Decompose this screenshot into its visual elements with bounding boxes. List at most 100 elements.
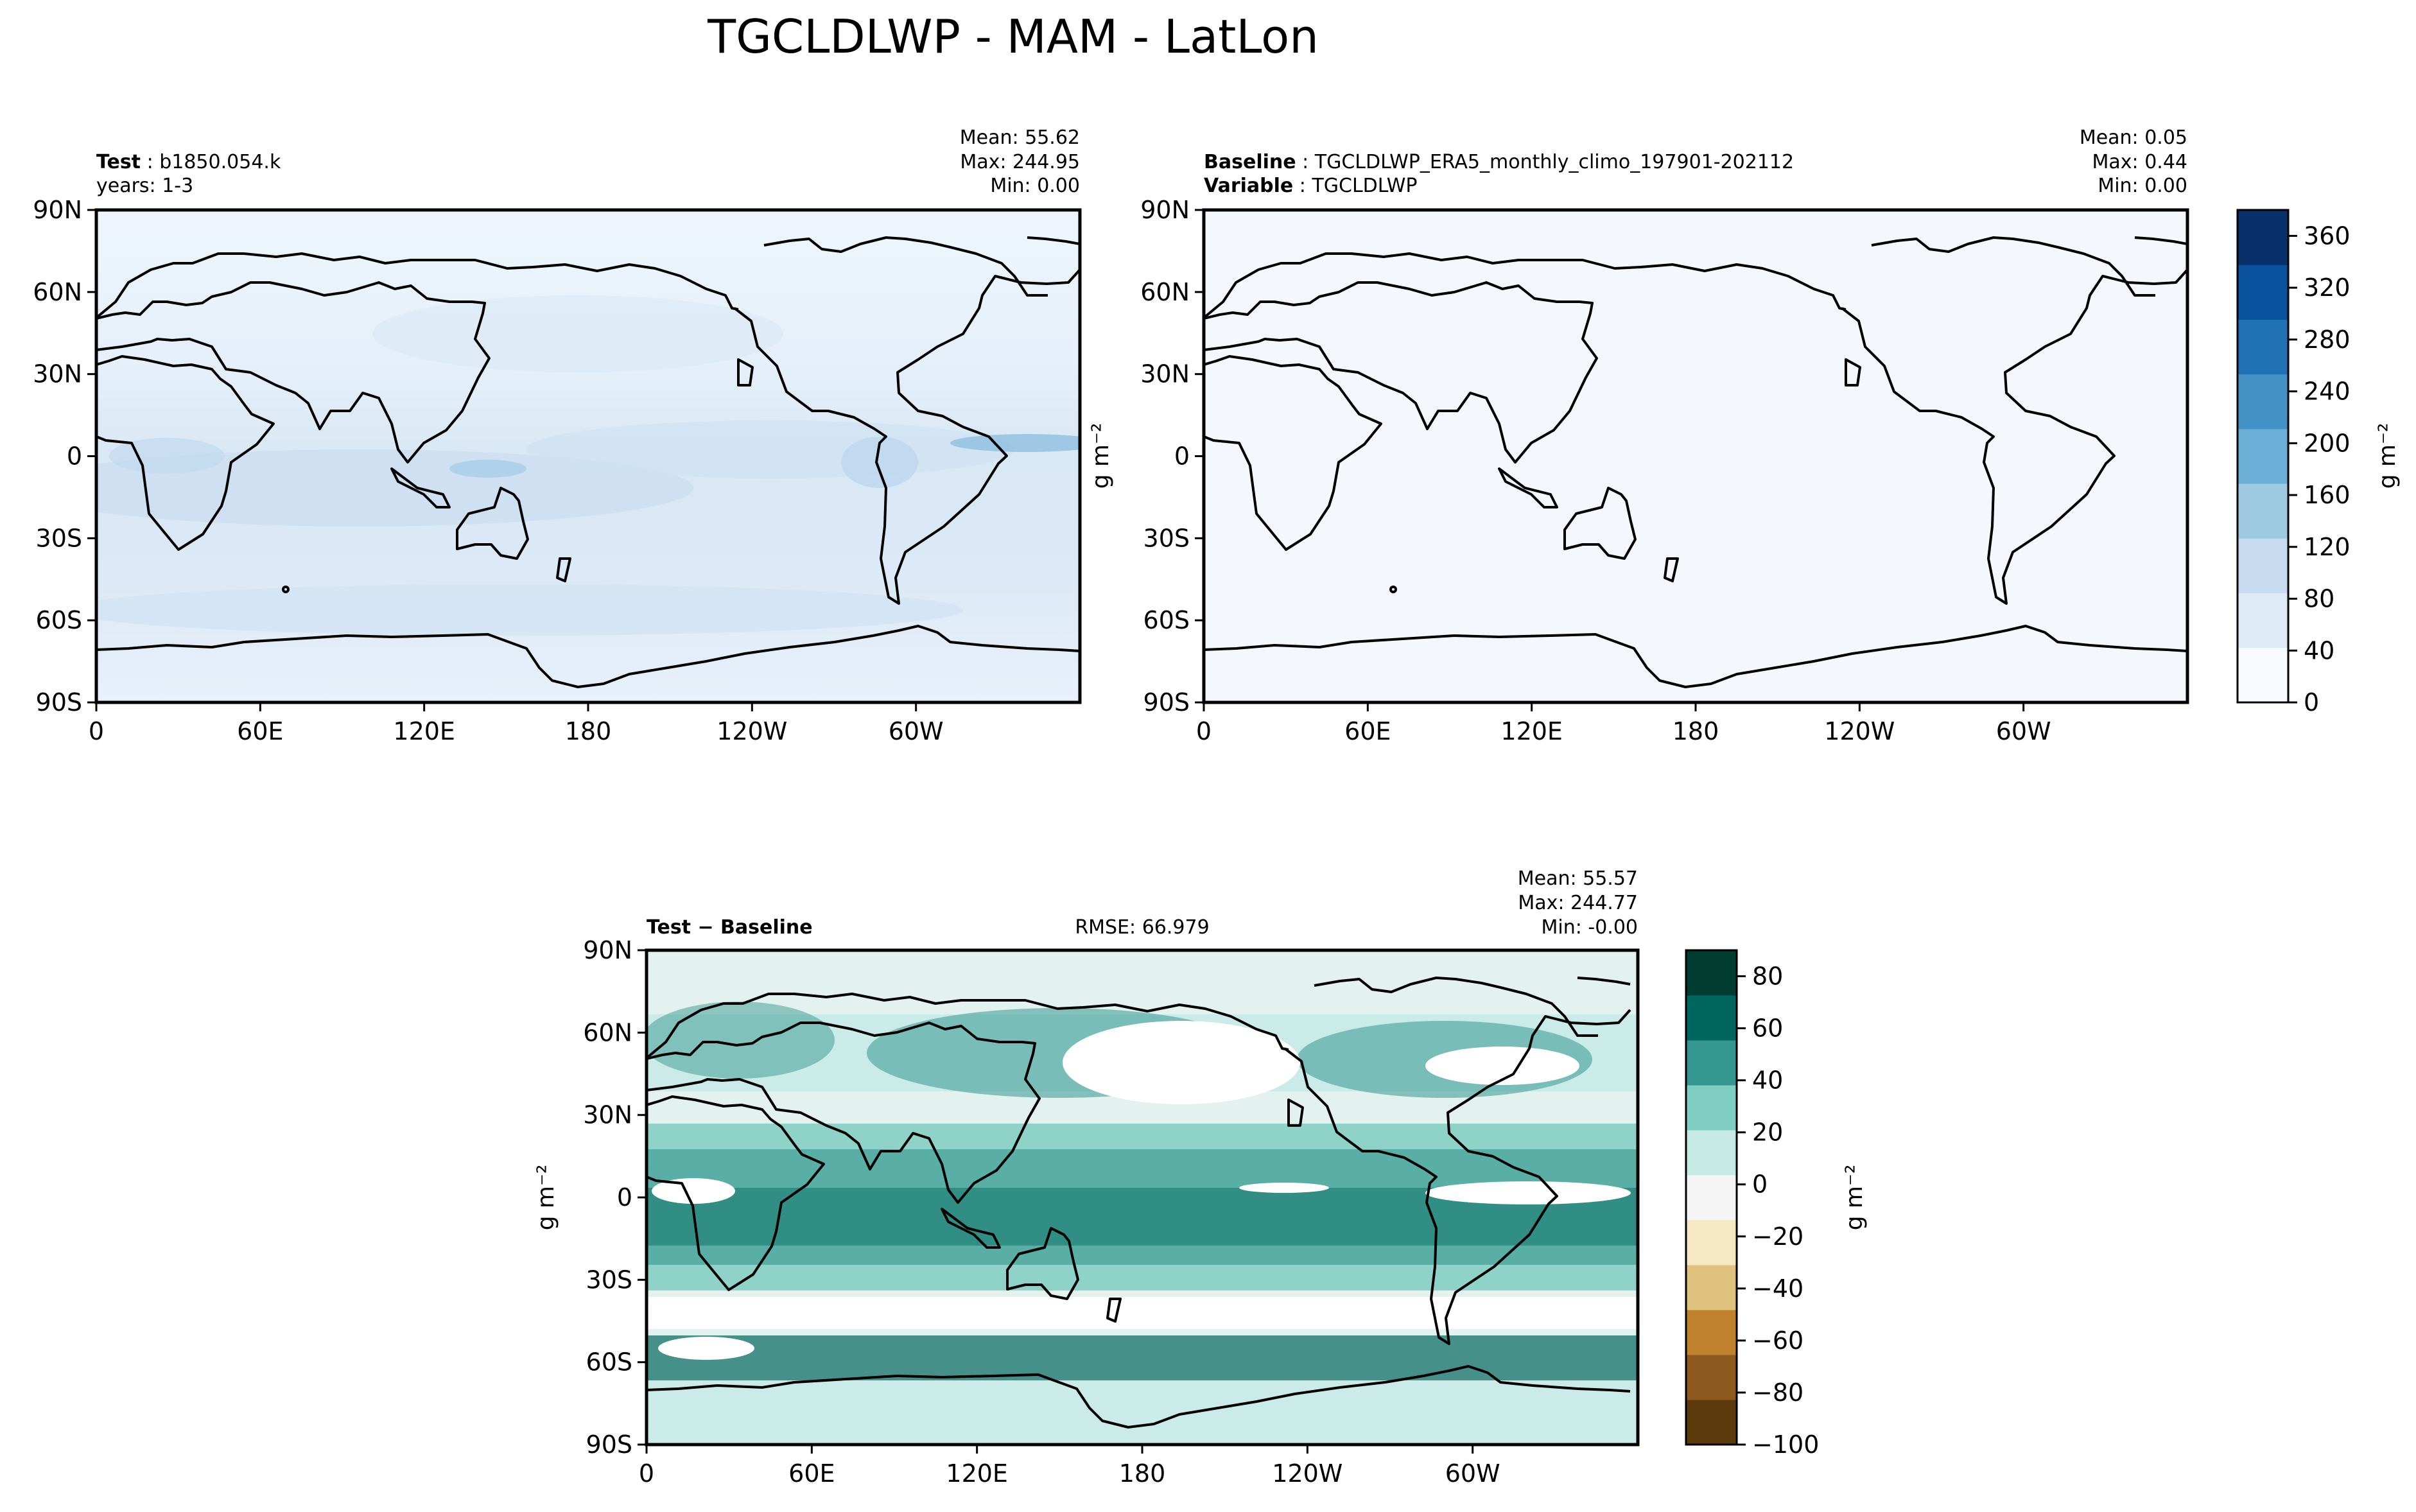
diff-colorbar-tick-label: 20: [1752, 1118, 1783, 1147]
baseline-label: Baseline: [1204, 151, 1296, 173]
diff-colorbar-segment: [1686, 1085, 1737, 1131]
baseline-ytick-label: 90S: [1143, 688, 1190, 717]
test-case-name: b1850.054.k: [159, 151, 281, 173]
baseline-panel: Baseline : TGCLDLWP_ERA5_monthly_climo_1…: [1088, 126, 2189, 745]
test-ytick-label: 90S: [36, 688, 82, 717]
test-xtick-label: 60E: [237, 717, 283, 745]
diff-colorbar-segment: [1686, 1175, 1737, 1221]
test-mean: Mean: 55.62: [960, 126, 1080, 149]
top-colorbar-segment: [2238, 538, 2288, 594]
test-ytick-label: 90N: [33, 196, 82, 224]
diff-xtick-label: 180: [1119, 1459, 1166, 1488]
diff-ytick-label: 0: [617, 1183, 632, 1212]
diff-ytick-label: 60S: [586, 1348, 632, 1377]
test-header: Test : b1850.054.k years: 1-3 Mean: 55.6…: [96, 126, 1080, 197]
baseline-xtick-label: 120E: [1500, 717, 1563, 745]
top-colorbar-tick-label: 200: [2304, 429, 2351, 457]
test-panel: Test : b1850.054.k years: 1-3 Mean: 55.6…: [33, 126, 1082, 745]
top-colorbar-segment: [2238, 374, 2288, 430]
diff-axes: 0 60E 120E 180 120W 60W 90N 60N 30N 0 30S 60S 90S: [583, 936, 1640, 1488]
diff-rmse: RMSE: 66.979: [1075, 916, 1209, 939]
baseline-min: Min: 0.00: [2098, 175, 2187, 197]
baseline-xtick-label: 60E: [1344, 717, 1391, 745]
diff-ytick-label: 30S: [586, 1265, 632, 1294]
test-ytick-label: 30N: [33, 360, 82, 388]
top-colorbar-segment: [2238, 483, 2288, 539]
baseline-ytick-label: 0: [1174, 442, 1190, 471]
top-colorbar-tick-label: 40: [2304, 636, 2334, 665]
test-ytick-label: 30S: [36, 524, 82, 552]
top-colorbar-unit: g m⁻²: [2374, 423, 2401, 489]
diff-colorbar-tick-label: 60: [1752, 1014, 1783, 1043]
diff-xtick-label: 60E: [788, 1459, 835, 1488]
diff-ytick-label: 30N: [583, 1101, 632, 1129]
diff-colorbar-tick-label: −100: [1752, 1430, 1819, 1459]
test-axes: 0 60E 120E 180 120W 60W 90N 60N 30N 0 30S 60S 90S: [33, 196, 1082, 745]
diff-label: Test − Baseline: [647, 916, 813, 939]
diff-colorbar: −100 −80 −60 −40 −20 0 20 40 60 80 g m⁻²: [1685, 949, 1868, 1459]
top-colorbar-tick-label: 120: [2304, 533, 2351, 561]
diff-panel: Test − Baseline RMSE: 66.979 Mean: 55.57…: [533, 867, 1640, 1488]
top-colorbar-tick-label: 80: [2304, 585, 2334, 613]
diff-coastlines: [647, 977, 1631, 1429]
diff-colorbar-segment: [1686, 1400, 1737, 1445]
test-ytick-label: 60S: [36, 606, 82, 634]
diff-xtick-label: 60W: [1445, 1459, 1500, 1488]
test-years: years: 1-3: [96, 175, 193, 197]
baseline-variable-line: Variable : TGCLDLWP: [1204, 175, 1418, 197]
figure-title: TGCLDLWP - MAM - LatLon: [707, 10, 1319, 64]
test-xtick-label: 0: [89, 717, 104, 745]
test-max: Max: 244.95: [960, 151, 1080, 173]
test-xtick-label: 180: [565, 717, 612, 745]
diff-colorbar-tick-label: −80: [1752, 1378, 1803, 1407]
baseline-map-field: [1204, 210, 2187, 702]
baseline-xtick-label: 0: [1196, 717, 1212, 745]
diff-colorbar-segment: [1686, 1265, 1737, 1310]
diff-colorbar-tick-label: −60: [1752, 1326, 1803, 1355]
test-label: Test: [96, 151, 141, 173]
diff-colorbar-unit: g m⁻²: [1841, 1165, 1868, 1231]
diff-colorbar-tick-label: −40: [1752, 1274, 1803, 1303]
baseline-label-line: Baseline : TGCLDLWP_ERA5_monthly_climo_1…: [1204, 151, 1794, 173]
baseline-variable-label: Variable: [1204, 175, 1293, 197]
diff-mean: Mean: 55.57: [1518, 867, 1638, 890]
test-xtick-label: 60W: [889, 717, 944, 745]
top-colorbar-tick-label: 240: [2304, 378, 2351, 406]
baseline-header: Baseline : TGCLDLWP_ERA5_monthly_climo_1…: [1204, 126, 2187, 197]
top-colorbar-segment: [2238, 428, 2288, 484]
test-min: Min: 0.00: [990, 175, 1080, 197]
diff-xtick-label: 120W: [1272, 1459, 1343, 1488]
baseline-ytick-label: 30N: [1140, 360, 1190, 388]
diff-ylabel: g m⁻²: [533, 1165, 559, 1231]
baseline-ylabel: g m⁻²: [1088, 423, 1114, 489]
diff-colorbar-segment: [1686, 1220, 1737, 1265]
top-colorbar-tick-label: 360: [2304, 222, 2351, 250]
diff-colorbar-segment: [1686, 1130, 1737, 1176]
baseline-axes: 0 60E 120E 180 120W 60W 90N 60N 30N 0 30S 60S 90S: [1140, 196, 2189, 745]
diff-max: Max: 244.77: [1518, 892, 1638, 914]
diff-colorbar-segment: [1686, 1310, 1737, 1355]
diff-map-field: [647, 950, 1638, 1445]
baseline-xtick-label: 180: [1673, 717, 1719, 745]
baseline-coastlines: [1204, 236, 2187, 688]
baseline-ytick-label: 60S: [1143, 606, 1190, 634]
top-colorbar: 0 40 80 120 160 200 240 280 320 360 g m⁻²: [2236, 209, 2401, 717]
diff-colorbar-segment: [1686, 1040, 1737, 1086]
diff-colorbar-tick-label: −20: [1752, 1222, 1803, 1251]
diff-colorbar-segment: [1686, 1355, 1737, 1400]
test-coastlines: [96, 236, 1080, 688]
diff-colorbar-segment: [1686, 995, 1737, 1041]
diff-min: Min: -0.00: [1542, 916, 1638, 939]
baseline-ytick-label: 60N: [1140, 278, 1190, 306]
baseline-ytick-label: 30S: [1143, 524, 1190, 552]
test-label-line: Test : b1850.054.k: [96, 151, 281, 173]
baseline-mean: Mean: 0.05: [2080, 126, 2187, 149]
top-colorbar-segment: [2238, 210, 2288, 265]
diff-ytick-label: 60N: [583, 1018, 632, 1047]
diff-colorbar-tick-label: 40: [1752, 1066, 1783, 1095]
test-xtick-label: 120E: [393, 717, 455, 745]
baseline-variable-name: TGCLDLWP: [1311, 175, 1417, 197]
diff-colorbar-tick-label: 80: [1752, 962, 1783, 991]
diff-ytick-label: 90N: [583, 936, 632, 964]
